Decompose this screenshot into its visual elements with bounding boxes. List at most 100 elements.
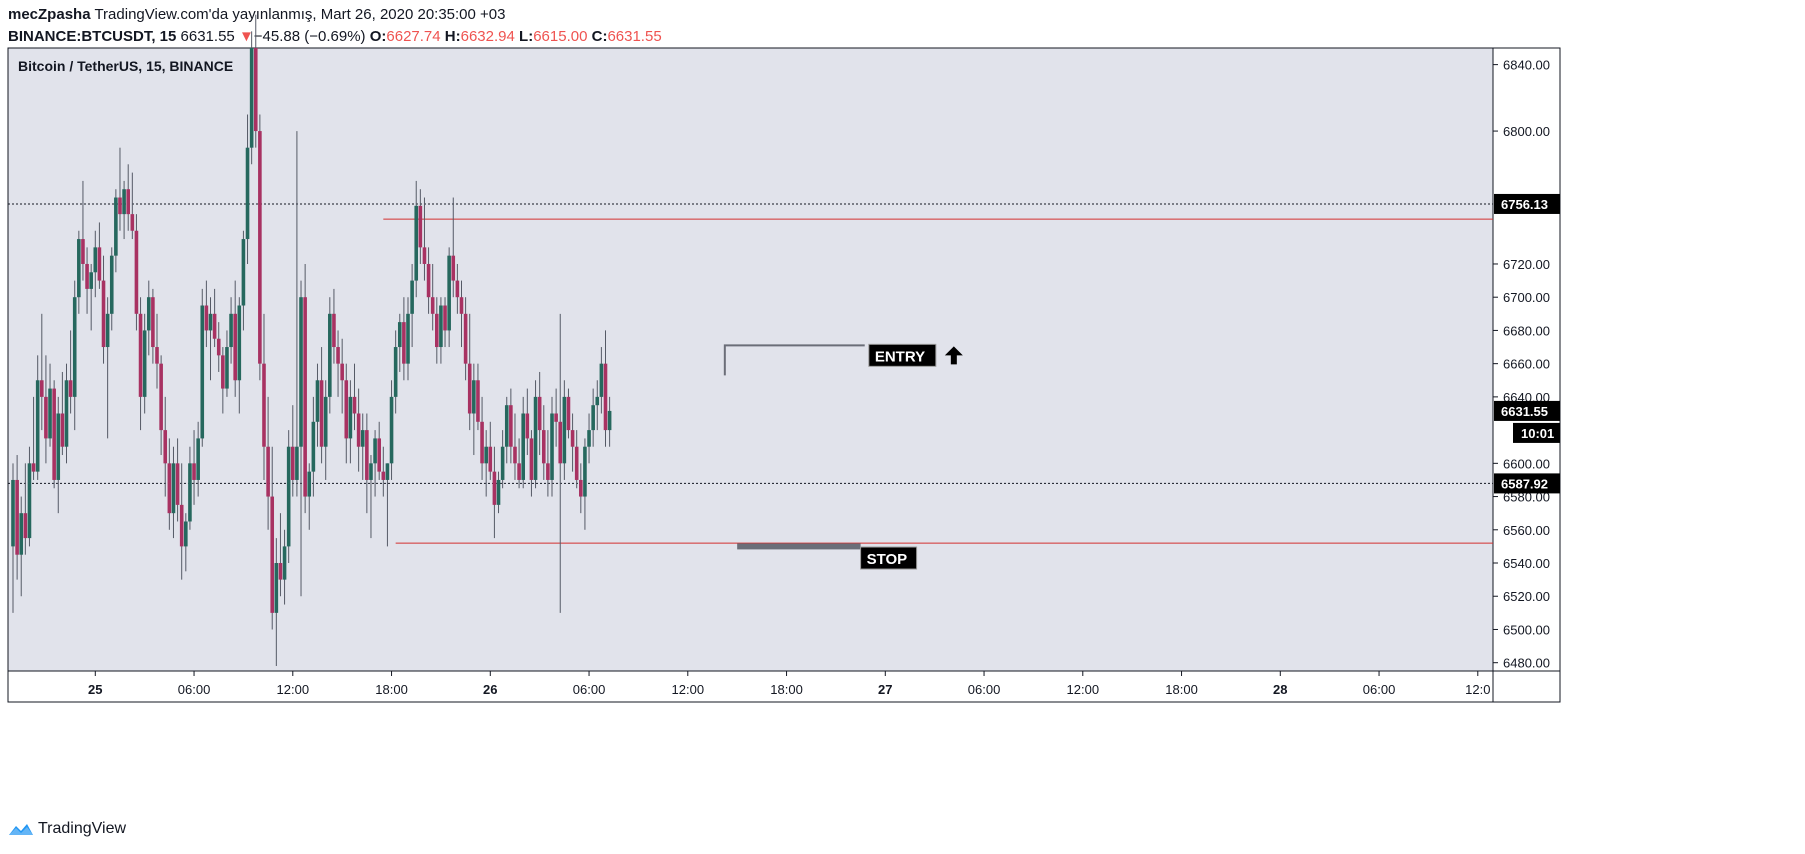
candle-body-down xyxy=(130,214,135,231)
candle-body-down xyxy=(258,131,262,364)
candle-body-up xyxy=(307,471,312,497)
candle-body-up xyxy=(447,255,451,331)
candle-body-up xyxy=(496,479,501,505)
close-label: C: xyxy=(591,28,608,45)
candle-body-down xyxy=(155,347,159,364)
candle-body-down xyxy=(492,471,497,505)
candle-body-up xyxy=(595,396,600,406)
entry-bracket-line[interactable] xyxy=(723,344,865,376)
candle-body-up xyxy=(369,463,373,480)
candle-body-down xyxy=(175,463,180,505)
low-label: L: xyxy=(519,28,534,45)
price-label-box xyxy=(1494,193,1560,214)
candle-body-up xyxy=(587,430,591,447)
y-tick-label: 6800.00 xyxy=(1503,124,1550,139)
candle-body-up xyxy=(249,48,254,148)
candle-body-down xyxy=(68,380,73,397)
candle-body-down xyxy=(138,313,143,397)
candle-body-up xyxy=(237,305,242,381)
candle-body-up xyxy=(533,396,538,480)
chart-header-ohlc-line: BINANCE:BTCUSDT, 15 6631.55 ▼−45.88 (−0.… xyxy=(8,28,662,45)
candle-body-down xyxy=(216,338,221,356)
tradingview-logo-icon xyxy=(9,824,33,835)
candle-body-up xyxy=(27,463,32,539)
candle-body-down xyxy=(290,446,295,480)
candle-body-down xyxy=(163,430,168,464)
candle-body-down xyxy=(40,380,44,397)
y-tick-label: 6520.00 xyxy=(1503,589,1550,604)
candle-body-down xyxy=(340,363,344,381)
candle-body-up xyxy=(196,438,200,480)
candle-body-down xyxy=(159,363,163,431)
candle-body-up xyxy=(348,396,353,439)
change-arrow-icon: ▼ xyxy=(238,28,254,45)
candle-body-down xyxy=(262,363,266,447)
x-tick-label: 12:0 xyxy=(1465,682,1490,697)
candle-body-up xyxy=(184,521,188,547)
candle-body-up xyxy=(109,255,114,314)
footer-brand[interactable]: TradingView xyxy=(8,820,126,838)
price-axis-label: 6631.55 xyxy=(1501,404,1548,419)
candle-body-up xyxy=(286,446,291,547)
y-tick-label: 6660.00 xyxy=(1503,357,1550,372)
entry-label: ENTRY xyxy=(875,348,925,365)
candle-body-up xyxy=(229,313,233,348)
candle-body-down xyxy=(212,313,217,339)
candle-body-up xyxy=(171,463,176,514)
candle-body-down xyxy=(179,504,184,547)
candle-body-down xyxy=(134,230,139,314)
candle-body-down xyxy=(525,413,530,439)
candle-body-down xyxy=(558,421,563,464)
candle-body-down xyxy=(356,413,361,447)
candle-body-up xyxy=(64,380,69,447)
price-label-box xyxy=(1494,400,1560,421)
candle-body-down xyxy=(23,513,28,539)
x-tick-label: 12:00 xyxy=(672,682,705,697)
candle-body-up xyxy=(295,446,299,480)
candle-body-up xyxy=(484,446,488,464)
x-tick-label: 12:00 xyxy=(277,682,310,697)
candle-body-down xyxy=(352,396,357,414)
high-value: 6632.94 xyxy=(460,28,515,45)
candle-body-up xyxy=(200,305,205,439)
candle-body-down xyxy=(537,396,542,431)
y-tick-label: 6560.00 xyxy=(1503,523,1550,538)
candle-body-up xyxy=(599,363,604,397)
candle-body-down xyxy=(97,247,102,281)
open-value: 6627.74 xyxy=(386,28,441,45)
candle-body-down xyxy=(509,405,513,447)
x-tick-label: 18:00 xyxy=(375,682,408,697)
candle-body-down xyxy=(52,388,56,480)
candle-body-down xyxy=(377,438,381,472)
stop-zone-bar[interactable] xyxy=(737,543,861,550)
candle-body-down xyxy=(546,463,550,480)
plot-area[interactable] xyxy=(8,48,1493,671)
y-tick-label: 6720.00 xyxy=(1503,257,1550,272)
candle-body-up xyxy=(93,247,98,273)
candle-body-up xyxy=(389,396,394,464)
open-label: O: xyxy=(369,28,387,45)
candle-body-down xyxy=(278,563,283,580)
last-price: 6631.55 xyxy=(180,28,235,45)
countdown-box xyxy=(1513,422,1560,443)
candle-body-up xyxy=(607,410,612,431)
candle-body-up xyxy=(521,413,526,480)
candle-body-down xyxy=(192,463,196,480)
candle-body-down xyxy=(31,463,36,472)
candle-body-down xyxy=(336,347,340,364)
candle-body-up xyxy=(245,147,250,240)
candle-body-up xyxy=(373,438,377,464)
candle-body-down xyxy=(467,363,472,414)
candle-body-up xyxy=(114,197,118,256)
candle-body-up xyxy=(11,479,15,547)
candle-body-down xyxy=(554,413,558,422)
entry-label-box[interactable] xyxy=(868,343,937,367)
candle-body-up xyxy=(328,313,332,397)
candle-body-up xyxy=(562,396,567,464)
x-tick-label: 06:00 xyxy=(1363,682,1396,697)
stop-label-box[interactable] xyxy=(860,546,918,570)
candle-body-down xyxy=(402,322,406,364)
symbol-label: BINANCE:BTCUSDT, 15 xyxy=(8,28,177,45)
candle-body-up xyxy=(591,405,595,431)
